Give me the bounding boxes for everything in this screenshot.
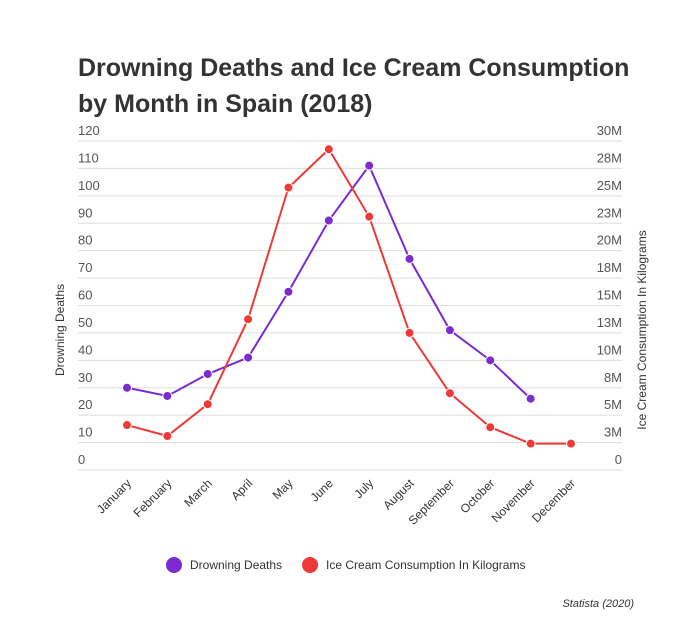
data-point <box>162 431 173 442</box>
y-right-tick-label: 18M <box>597 260 622 275</box>
legend-label: Ice Cream Consumption In Kilograms <box>326 558 525 572</box>
data-point <box>404 253 415 264</box>
y-left-tick-label: 100 <box>78 178 100 193</box>
data-point <box>525 393 536 404</box>
data-point <box>485 355 496 366</box>
y-left-tick-label: 30 <box>78 370 92 385</box>
y-left-tick-label: 90 <box>78 205 92 220</box>
y-right-tick-label: 23M <box>597 205 622 220</box>
y-left-tick-label: 10 <box>78 425 92 440</box>
data-point <box>122 382 132 393</box>
data-point <box>364 160 375 171</box>
data-point <box>364 211 375 222</box>
y-left-tick-label: 120 <box>78 123 100 138</box>
y-left-tick-label: 40 <box>78 342 92 357</box>
data-point <box>202 369 213 380</box>
chart-title: Drowning Deaths and Ice Cream Consumptio… <box>78 54 630 118</box>
y-right-tick-label: 20M <box>597 233 622 248</box>
data-point <box>243 352 254 363</box>
x-tick-label: October <box>457 476 497 516</box>
data-point <box>243 314 254 325</box>
y-right-tick-label: 28M <box>597 150 622 165</box>
y-right-tick-label: 5M <box>604 397 622 412</box>
y-left-tick-label: 80 <box>78 233 92 248</box>
legend-marker <box>166 557 182 573</box>
y-left-tick-label: 50 <box>78 315 92 330</box>
y-right-tick-label: 3M <box>604 425 622 440</box>
data-point <box>525 438 536 449</box>
data-point <box>444 388 455 399</box>
data-point <box>323 215 334 226</box>
x-tick-label: February <box>131 476 175 520</box>
y-right-tick-label: 0 <box>615 452 622 467</box>
source-note: Statista (2020) <box>562 598 634 610</box>
x-tick-label: March <box>181 476 214 509</box>
y-left-axis-label: Drowning Deaths <box>53 284 67 376</box>
x-tick-label: August <box>380 476 417 513</box>
y-right-tick-label: 30M <box>597 123 622 138</box>
y-left-tick-label: 0 <box>78 452 85 467</box>
x-tick-label: January <box>94 476 134 516</box>
y-left-tick-label: 60 <box>78 288 92 303</box>
data-point <box>283 286 294 297</box>
y-left-tick-label: 70 <box>78 260 92 275</box>
data-point <box>566 438 576 449</box>
data-point <box>162 390 173 401</box>
series-line <box>126 147 571 445</box>
data-point <box>323 144 334 155</box>
data-point <box>404 327 415 338</box>
y-right-axis-label: Ice Cream Consumption In Kilograms <box>635 230 649 429</box>
data-point <box>122 420 132 431</box>
x-tick-label: July <box>351 476 376 501</box>
x-tick-label: May <box>270 476 296 502</box>
legend-label: Drowning Deaths <box>190 558 282 572</box>
series-line <box>126 163 532 400</box>
y-right-tick-label: 25M <box>597 178 622 193</box>
y-right-tick-label: 8M <box>604 370 622 385</box>
data-point <box>485 422 496 433</box>
y-right-tick-label: 13M <box>597 315 622 330</box>
legend-marker <box>302 557 319 573</box>
x-tick-label: June <box>308 476 337 505</box>
x-tick-label: December <box>529 476 578 525</box>
y-right-tick-label: 15M <box>597 288 622 303</box>
x-tick-label: April <box>228 476 255 503</box>
data-point <box>444 325 455 336</box>
y-left-tick-label: 20 <box>78 397 92 412</box>
data-point <box>283 182 294 193</box>
y-right-tick-label: 10M <box>597 342 622 357</box>
y-left-tick-label: 110 <box>78 150 99 165</box>
data-point <box>202 399 213 410</box>
